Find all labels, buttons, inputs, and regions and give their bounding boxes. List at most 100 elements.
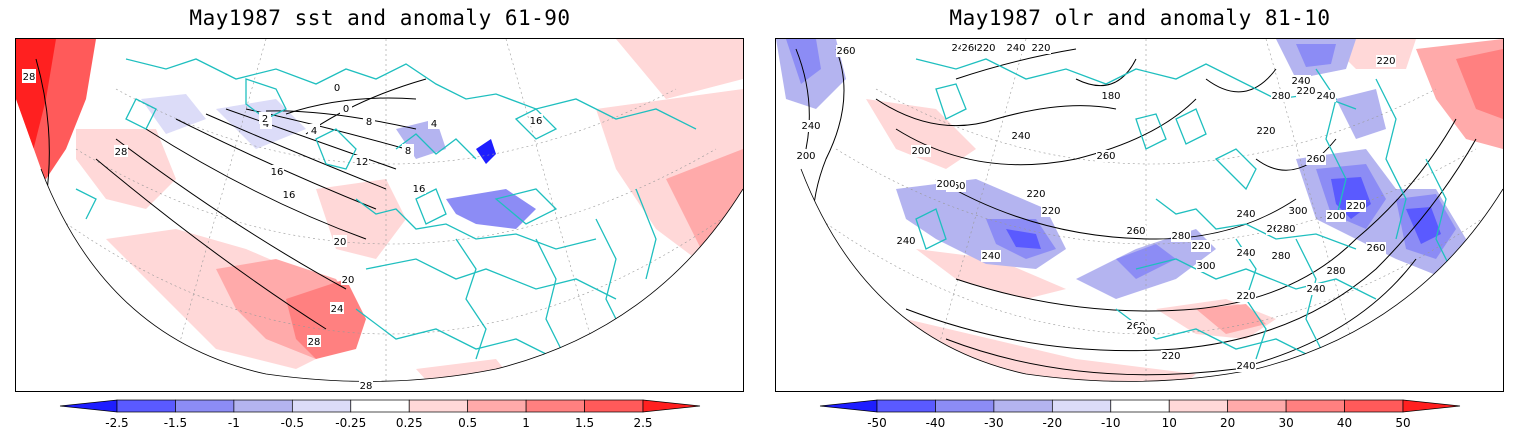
olr-contour-label: 280: [1271, 91, 1290, 102]
olr-contour-label: 200: [936, 179, 955, 190]
olr-contour-label-bg: [936, 178, 956, 190]
olr-colorbar-swatch: [1344, 399, 1404, 413]
olr-colorbar-swatch: [1402, 399, 1461, 413]
sst-contour-label: 24: [331, 304, 344, 315]
olr-contour-label: 240: [801, 121, 820, 132]
olr-colorbar-svg: -50 -40 -30 -20 -10 10 20 30 40 50: [819, 399, 1461, 430]
olr-contour-label: 300: [1288, 206, 1307, 217]
olr-colorbar-swatch: [1227, 399, 1287, 413]
sst-coastline-europe: [125, 58, 697, 130]
sst-colorbar-swatch: [525, 399, 585, 413]
sst-colorbar: -2.5 -1.5 -1 -0.5 -0.25 0.25 0.5 1 1.5 2.5: [58, 396, 708, 430]
olr-contour-label: 260: [1126, 226, 1145, 237]
olr-contour-label-bg: [1026, 188, 1046, 200]
olr-colorbar-swatch: [935, 399, 995, 413]
sst-colorbar-swatch: [116, 399, 176, 413]
olr-contour-label-bg: [1171, 230, 1191, 242]
sst-panel-title: May1987 sst and anomaly 61-90: [189, 6, 571, 30]
olr-contour-label: 220: [976, 43, 995, 54]
olr-contour-label-bg: [1296, 85, 1316, 97]
olr-colorbar-label: -50: [867, 416, 887, 430]
olr-contour-label: 200: [1326, 211, 1345, 222]
sst-colorbar-label: 0.5: [458, 416, 477, 430]
olr-colorbar: -50 -40 -30 -20 -10 10 20 30 40 50: [818, 396, 1468, 430]
olr-colorbar-swatch: [1168, 399, 1229, 413]
sst-contour-label: 8: [405, 146, 411, 157]
olr-contour-label: 280: [1276, 224, 1295, 235]
sst-colorbar-swatch: [467, 399, 527, 413]
olr-contour-label-bg: [1288, 205, 1308, 217]
sst-contour-label: 16: [413, 184, 426, 195]
olr-contour-label-bg: [1236, 360, 1256, 372]
olr-contour-label-bg: [1236, 247, 1256, 259]
olr-contour-label-bg: [1256, 125, 1276, 137]
sst-colorbar-label: 2.5: [633, 416, 652, 430]
sst-contour-label: 2: [262, 114, 268, 125]
olr-contour-label: 280: [1271, 251, 1290, 262]
olr-contour-label: 220: [1376, 56, 1395, 67]
olr-contour-label: 220: [1041, 206, 1060, 217]
sst-contour-label: 28: [115, 147, 128, 158]
sst-contour-label: 12: [356, 157, 369, 168]
olr-colorbar-swatch: [1110, 399, 1170, 413]
olr-contour-label-bg: [1271, 250, 1291, 262]
olr-contour-label-bg: [1006, 42, 1026, 54]
sst-contour-label: 28: [308, 337, 321, 348]
olr-contour-label-bg: [1271, 90, 1291, 102]
sst-contour-label: 0: [343, 104, 349, 115]
olr-colorbar-label: 50: [1395, 416, 1410, 430]
olr-contour-label-bg: [1376, 55, 1396, 67]
olr-colorbar-label: -30: [984, 416, 1004, 430]
olr-colorbar-swatch: [1285, 399, 1345, 413]
sst-contour-label: 16: [530, 116, 543, 127]
olr-contour-label: 220: [1026, 189, 1045, 200]
olr-contour-label-bg: [1136, 325, 1156, 337]
olr-contour-label: 240: [1316, 91, 1335, 102]
olr-colorbar-label: -10: [1101, 416, 1121, 430]
olr-contour-label: 240: [1306, 284, 1325, 295]
olr-contour-label-bg: [896, 235, 916, 247]
sst-colorbar-label: -1.5: [164, 416, 187, 430]
sst-colorbar-swatch: [175, 399, 235, 413]
olr-contour-label: 220: [1031, 43, 1050, 54]
sst-colorbar-labels: -2.5 -1.5 -1 -0.5 -0.25 0.25 0.5 1 1.5 2.5: [105, 416, 652, 430]
olr-contour-label: 240: [1011, 131, 1030, 142]
sst-colorbar-label: 1: [522, 416, 530, 430]
olr-contour-label: 260: [1096, 151, 1115, 162]
olr-contour-label-bg: [1366, 242, 1386, 254]
sst-colorbar-svg: -2.5 -1.5 -1 -0.5 -0.25 0.25 0.5 1 1.5 2.5: [59, 399, 701, 430]
olr-map: 2602402402002602402001802202202202402602…: [775, 38, 1504, 392]
olr-contour-label-bg: [1196, 260, 1216, 272]
olr-colorbar-label: 20: [1220, 416, 1235, 430]
olr-contour-label: 200: [796, 151, 815, 162]
olr-colorbar-label: 10: [1162, 416, 1177, 430]
olr-contour-label-bg: [1031, 42, 1051, 54]
sst-colorbar-label: -0.5: [281, 416, 304, 430]
olr-colorbar-swatches: [819, 399, 1461, 413]
sst-contour-label: 16: [271, 167, 284, 178]
olr-contour-label: 240: [896, 236, 915, 247]
olr-contour-label: 280: [1326, 266, 1345, 277]
olr-contour-label: 240: [1236, 248, 1255, 259]
olr-contour-label-bg: [836, 45, 856, 57]
sst-contour-labels: 28 28 20 16 12 8 4 0 0 4 16 20 24 28 28 …: [22, 69, 543, 391]
sst-colorbar-label: -0.25: [335, 416, 366, 430]
sst-colorbar-label: -2.5: [105, 416, 128, 430]
olr-contour-label-bg: [1306, 283, 1326, 295]
sst-colorbar-swatch: [291, 399, 352, 413]
olr-contour-label-bg: [1316, 90, 1336, 102]
olr-contour-label-bg: [1126, 225, 1146, 237]
olr-contour-label: 240: [1291, 76, 1310, 87]
olr-contour-label: 260: [836, 46, 855, 57]
sst-colorbar-swatches: [59, 399, 701, 413]
olr-colorbar-label: 30: [1278, 416, 1293, 430]
sst-colorbar-swatch: [408, 399, 469, 413]
olr-colorbar-labels: -50 -40 -30 -20 -10 10 20 30 40 50: [867, 416, 1410, 430]
sst-colorbar-swatch: [642, 399, 701, 413]
olr-contour-label: 220: [1191, 241, 1210, 252]
olr-contour-label: 200: [1136, 326, 1155, 337]
olr-colorbar-label: 40: [1337, 416, 1352, 430]
olr-contour-label-bg: [1306, 153, 1326, 165]
sst-colorbar-label: 1.5: [575, 416, 594, 430]
sst-map-svg: 28 28 20 16 12 8 4 0 0 4 16 20 24 28 28 …: [16, 39, 743, 391]
